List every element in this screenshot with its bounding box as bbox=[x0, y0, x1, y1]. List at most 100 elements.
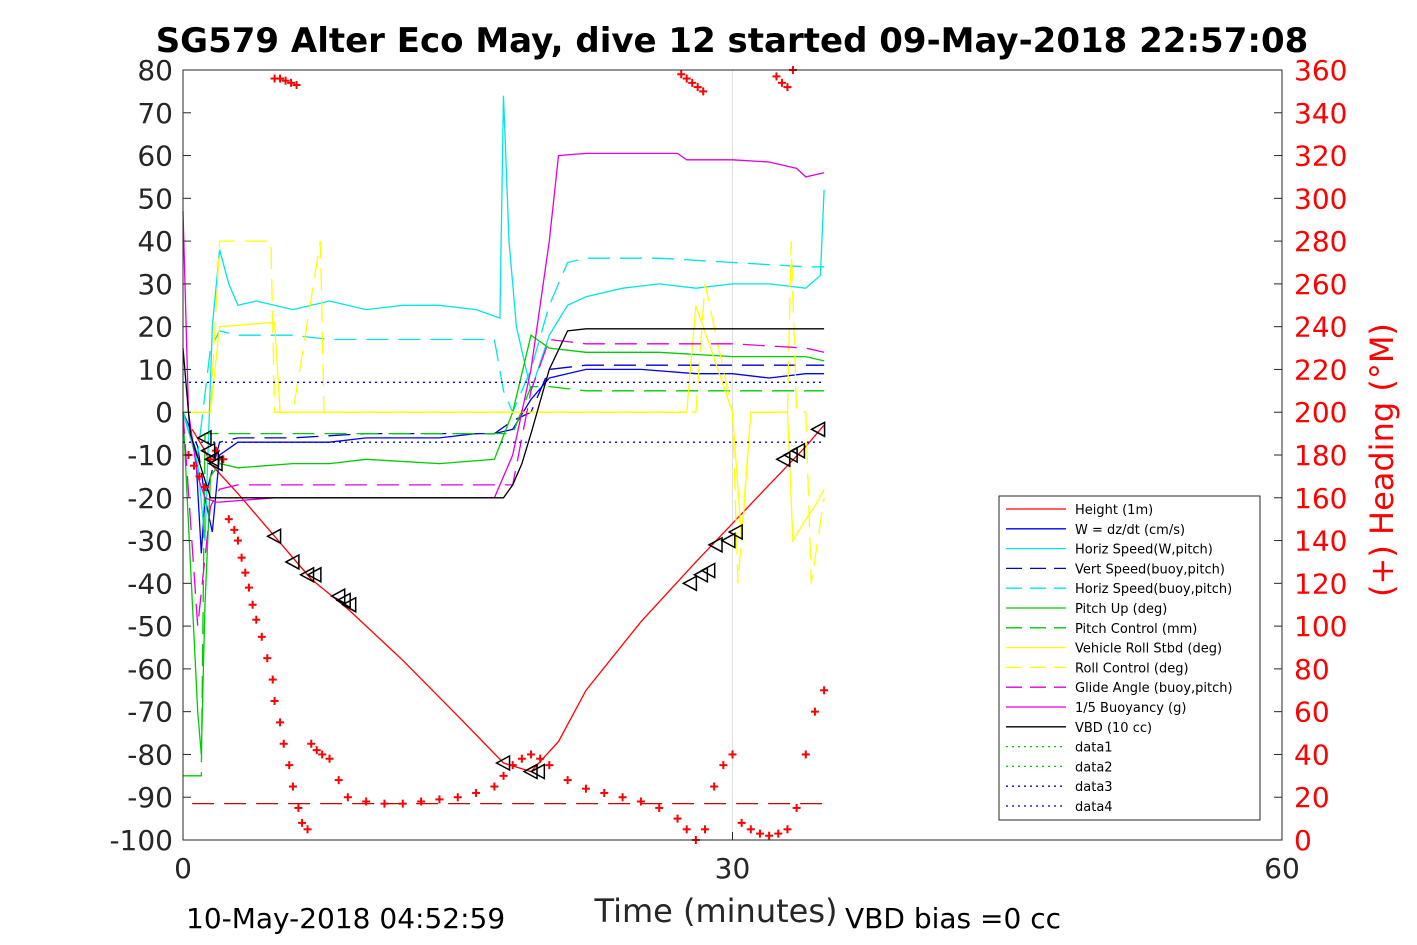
heading-point bbox=[288, 782, 297, 791]
heading-point bbox=[241, 568, 250, 577]
triangle-marker bbox=[341, 596, 357, 613]
heading-point bbox=[380, 799, 389, 808]
legend-label: Horiz Speed(W,pitch) bbox=[1075, 543, 1213, 558]
right-tick-label: 320 bbox=[1294, 140, 1347, 173]
right-tick-label: 40 bbox=[1294, 738, 1330, 771]
heading-point bbox=[343, 793, 352, 802]
heading-point bbox=[772, 72, 781, 81]
heading-point bbox=[682, 74, 691, 83]
right-tick-label: 360 bbox=[1294, 54, 1347, 87]
right-tick-label: 340 bbox=[1294, 97, 1347, 130]
heading-point bbox=[792, 803, 801, 812]
right-tick-label: 220 bbox=[1294, 353, 1347, 386]
left-tick-label: 10 bbox=[137, 353, 173, 386]
series-line-1 bbox=[182, 368, 825, 554]
triangle-marker bbox=[810, 421, 826, 438]
heading-point bbox=[755, 829, 764, 838]
heading-point bbox=[325, 754, 334, 763]
left-tick-label: 20 bbox=[137, 311, 173, 344]
heading-markers bbox=[184, 66, 829, 844]
left-tick-label: -80 bbox=[127, 738, 173, 771]
heading-point bbox=[618, 793, 627, 802]
x-tick-label: 30 bbox=[715, 852, 751, 885]
left-axis-ticks: 80 70 60 50 40 30 20 10 0 -10 -20 -30 -40 -50 -60 -70 -8… bbox=[109, 54, 191, 857]
right-tick-label: 160 bbox=[1294, 482, 1347, 515]
heading-point bbox=[244, 583, 253, 592]
legend-label: data3 bbox=[1075, 780, 1113, 795]
left-tick-label: -40 bbox=[127, 567, 173, 600]
legend-label: Roll Control (deg) bbox=[1075, 661, 1189, 676]
heading-point bbox=[263, 654, 272, 663]
heading-point bbox=[472, 788, 481, 797]
triangle-marker bbox=[700, 562, 716, 579]
series-line-10 bbox=[182, 152, 825, 503]
triangle-marker bbox=[284, 553, 300, 571]
heading-point bbox=[655, 803, 664, 812]
series-line-0 bbox=[191, 424, 825, 773]
left-tick-label: -50 bbox=[127, 610, 173, 643]
left-tick-label: 30 bbox=[137, 268, 173, 301]
heading-point bbox=[545, 761, 554, 770]
chart-title: SG579 Alter Eco May, dive 12 started 09-… bbox=[156, 21, 1309, 61]
left-tick-label: 70 bbox=[137, 97, 173, 130]
triangle-marker bbox=[200, 442, 216, 459]
heading-point bbox=[285, 761, 294, 770]
heading-point bbox=[237, 553, 246, 562]
heading-point bbox=[417, 797, 426, 806]
left-tick-label: -100 bbox=[109, 824, 173, 857]
heading-point bbox=[783, 83, 792, 92]
heading-point bbox=[298, 818, 307, 827]
series-line-4 bbox=[182, 257, 825, 456]
heading-point bbox=[636, 797, 645, 806]
heading-point bbox=[248, 600, 257, 609]
heading-point bbox=[334, 776, 343, 785]
legend: Height (1m) W = dz/dt (cm/s) Horiz Speed(W… bbox=[998, 495, 1261, 821]
heading-point bbox=[677, 70, 686, 79]
legend-label: VBD (10 cc) bbox=[1075, 721, 1152, 736]
legend-label: W = dz/dt (cm/s) bbox=[1075, 523, 1185, 538]
legend-label: Horiz Speed(buoy,pitch) bbox=[1075, 582, 1232, 597]
heading-point bbox=[600, 788, 609, 797]
series-line-8 bbox=[183, 240, 825, 584]
right-tick-label: 20 bbox=[1294, 781, 1330, 814]
right-tick-label: 100 bbox=[1294, 610, 1347, 643]
heading-point bbox=[688, 78, 697, 87]
heading-point bbox=[318, 750, 327, 759]
heading-point bbox=[219, 455, 228, 464]
heading-point bbox=[746, 825, 755, 834]
x-tick-label: 60 bbox=[1264, 852, 1300, 885]
right-tick-label: 180 bbox=[1294, 439, 1347, 472]
heading-point bbox=[810, 707, 819, 716]
x-tick-label: 0 bbox=[174, 852, 192, 885]
heading-point bbox=[701, 825, 710, 834]
triangle-marker bbox=[782, 446, 798, 464]
triangle-markers bbox=[196, 421, 826, 780]
triangle-marker bbox=[306, 566, 322, 584]
triangle-marker bbox=[681, 575, 698, 592]
triangle-marker bbox=[720, 532, 736, 549]
left-tick-label: -10 bbox=[127, 439, 173, 472]
heading-point bbox=[189, 461, 198, 470]
right-tick-label: 300 bbox=[1294, 182, 1347, 215]
right-tick-label: 240 bbox=[1294, 311, 1347, 344]
heading-point bbox=[563, 776, 572, 785]
legend-label: Pitch Up (deg) bbox=[1075, 602, 1167, 617]
triangle-marker bbox=[298, 566, 315, 584]
right-axis-ticks: 3603403203002802602402202001801601401201… bbox=[1274, 54, 1347, 857]
left-tick-label: -70 bbox=[127, 696, 173, 729]
heading-point bbox=[710, 782, 719, 791]
left-tick-label: 40 bbox=[137, 225, 173, 258]
triangle-marker bbox=[266, 528, 282, 545]
heading-point bbox=[362, 797, 371, 806]
heading-point bbox=[252, 615, 261, 624]
heading-point bbox=[499, 771, 508, 780]
triangle-marker bbox=[789, 442, 806, 459]
heading-point bbox=[279, 739, 288, 748]
heading-point bbox=[801, 750, 810, 759]
heading-point bbox=[294, 803, 303, 812]
left-tick-label: 50 bbox=[137, 182, 173, 215]
triangle-marker bbox=[522, 763, 538, 780]
heading-point bbox=[490, 782, 499, 791]
heading-point bbox=[224, 515, 233, 524]
left-tick-label: 80 bbox=[137, 54, 173, 87]
